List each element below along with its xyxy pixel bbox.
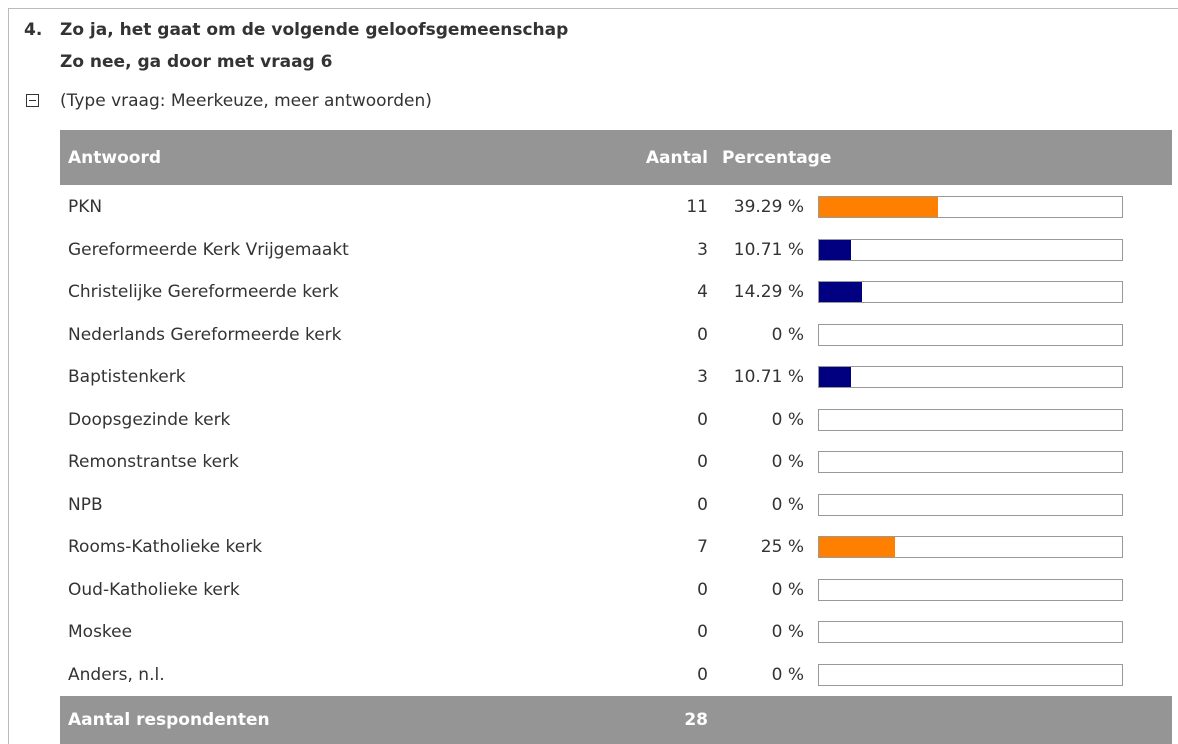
bar-track [818,323,1123,346]
answer-percentage: 0 % [771,579,804,600]
table-row: NPB 0 0 % [60,484,1172,526]
answer-label: NPB [68,494,103,515]
bar-track [818,366,1123,388]
answer-percentage: 0 % [771,409,804,430]
answer-percentage: 25 % [760,537,804,557]
bar-track [818,196,1123,218]
table-row: Moskee 0 0 % [60,611,1172,653]
bar-track [818,238,1123,261]
bar-track [818,281,1123,303]
question-line: Zo nee, ga door met vraag 6 [60,52,333,72]
top-border [8,8,1178,9]
bar-track [818,663,1123,686]
left-border [8,8,9,744]
answer-label: Christelijke Gereformeerde kerk [68,282,339,302]
answer-count: 0 [697,664,708,685]
answer-label: Remonstrantse kerk [68,452,239,472]
answer-count: 0 [697,494,708,515]
answer-percentage: 0 % [771,622,804,642]
bar-track [818,493,1123,516]
question-line: Zo ja, het gaat om de volgende geloofsge… [60,20,569,40]
bar-track [818,408,1123,431]
answer-label: Oud-Katholieke kerk [68,579,240,600]
header-cell: Aantal [645,147,708,168]
bar-fill [819,537,895,557]
answer-count: 3 [697,367,708,387]
table-row: Oud-Katholieke kerk 0 0 % [60,569,1172,611]
answer-label: Nederlands Gereformeerde kerk [68,324,342,345]
bar-track [818,621,1123,643]
answer-count: 11 [686,197,708,217]
answer-label: Baptistenkerk [68,367,186,387]
table-row: PKN 11 39.29 % [60,186,1172,228]
answer-label: Moskee [68,622,133,642]
answer-label: Gereformeerde Kerk Vrijgemaakt [68,239,349,260]
answer-label: Doopsgezinde kerk [68,409,231,430]
table-header: Antwoord Aantal Percentage [60,130,1172,185]
table-row: Rooms-Katholieke kerk 7 25 % [60,526,1172,568]
bar-track [818,536,1123,558]
bar-fill [819,239,852,260]
footer-label: Aantal respondenten [68,710,270,730]
table-footer: Aantal respondenten 28 [60,696,1172,744]
answer-percentage: 0 % [771,324,804,345]
bar-fill [819,282,863,302]
header-cell: Percentage [722,147,832,168]
answer-percentage: 0 % [771,664,804,685]
table-row: Remonstrantse kerk 0 0 % [60,441,1172,483]
answer-label: PKN [68,197,103,217]
bar-fill [819,197,939,217]
table-row: Doopsgezinde kerk 0 0 % [60,399,1172,441]
collapse-toggle[interactable] [26,94,39,107]
table-row: Christelijke Gereformeerde kerk 4 14.29 % [60,271,1172,313]
answer-percentage: 10.71 % [733,367,804,387]
bar-fill [819,367,852,387]
answer-label: Rooms-Katholieke kerk [68,537,263,557]
header-cell: Antwoord [68,147,162,168]
question-type: (Type vraag: Meerkeuze, meer antwoorden) [60,91,432,111]
bar-track [818,451,1123,473]
answer-percentage: 0 % [771,494,804,515]
answer-count: 4 [697,282,708,302]
answer-count: 0 [697,452,708,472]
answer-percentage: 10.71 % [733,239,804,260]
table-row: Gereformeerde Kerk Vrijgemaakt 3 10.71 % [60,229,1172,271]
bar-track [818,578,1123,601]
answer-count: 3 [697,239,708,260]
answer-count: 0 [697,324,708,345]
answer-count: 0 [697,409,708,430]
answer-percentage: 0 % [771,452,804,472]
answer-percentage: 14.29 % [733,282,804,302]
table-row: Anders, n.l. 0 0 % [60,654,1172,696]
answer-count: 0 [697,579,708,600]
answer-count: 0 [697,622,708,642]
question-number: 4. [24,20,43,40]
answer-percentage: 39.29 % [733,197,804,217]
answer-count: 7 [697,537,708,557]
table-row: Baptistenkerk 3 10.71 % [60,356,1172,398]
footer-count: 28 [684,710,708,730]
table-row: Nederlands Gereformeerde kerk 0 0 % [60,314,1172,356]
answer-label: Anders, n.l. [68,664,165,685]
